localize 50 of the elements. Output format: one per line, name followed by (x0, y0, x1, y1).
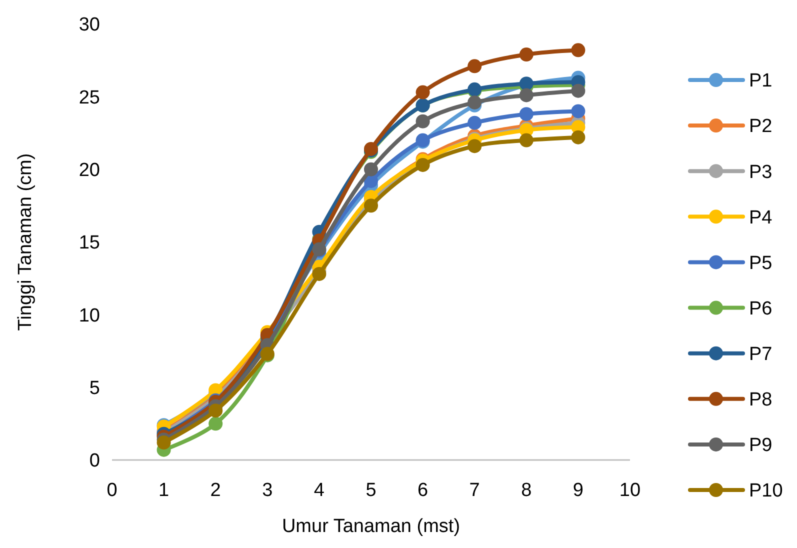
x-tick-label: 9 (572, 480, 584, 501)
point (312, 266, 326, 281)
point (519, 48, 534, 62)
point (468, 139, 482, 154)
x-tick-label: 10 (619, 480, 641, 501)
x-tick-label: 6 (418, 480, 428, 501)
x-tick-label: 0 (106, 480, 118, 501)
y-tick-label: 15 (78, 232, 100, 254)
x-tick-label: 3 (262, 480, 273, 501)
x-tick-label: 4 (314, 480, 325, 501)
point (468, 116, 482, 130)
point (571, 43, 586, 58)
x-tick-label: 2 (210, 480, 221, 501)
legend-label: P9 (749, 435, 772, 456)
x-tick-label: 5 (366, 480, 376, 501)
x-axis-title: Umur Tanaman (mst) (282, 516, 460, 537)
point (468, 59, 482, 74)
point (364, 198, 378, 213)
point (156, 436, 171, 450)
y-axis-title: Tinggi Tanaman (cm) (15, 153, 36, 331)
x-tick-label: 8 (521, 480, 532, 501)
x-tick-label: 7 (469, 480, 480, 501)
legend-label: P6 (749, 298, 772, 320)
point (208, 416, 223, 431)
point (571, 84, 586, 98)
point (416, 114, 430, 128)
point (571, 130, 586, 144)
y-tick-label: 0 (89, 450, 100, 472)
point (519, 133, 534, 148)
legend-label: P7 (749, 344, 772, 365)
legend-label: P10 (749, 480, 783, 502)
legend-label: P4 (749, 207, 773, 228)
point (416, 158, 430, 172)
legend-label: P8 (749, 390, 772, 411)
point (364, 162, 378, 176)
x-tick-label: 1 (158, 480, 170, 501)
point (416, 85, 430, 100)
y-tick-label: 30 (78, 14, 100, 36)
legend-label: P3 (749, 162, 772, 183)
legend-label: P5 (749, 252, 772, 274)
legend-label: P2 (749, 116, 772, 138)
legend-label: P1 (749, 70, 772, 92)
y-tick-label: 20 (78, 160, 100, 181)
y-tick-label: 25 (78, 87, 100, 108)
point (519, 88, 534, 102)
point (468, 95, 482, 110)
point (208, 404, 223, 418)
y-tick-label: 5 (89, 378, 100, 399)
point (519, 107, 534, 122)
y-tick-label: 10 (78, 305, 100, 326)
